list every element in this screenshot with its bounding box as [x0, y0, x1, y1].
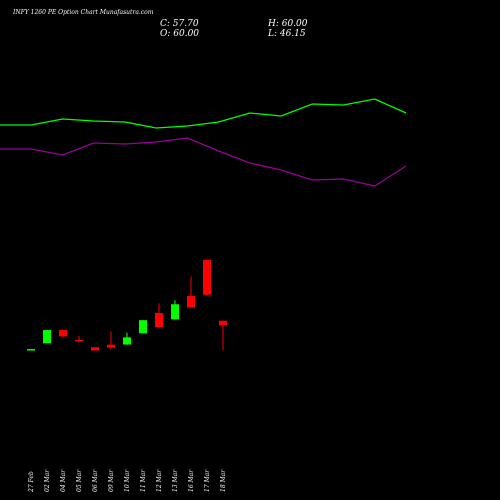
date-tick-label: 11 Mar [140, 469, 147, 492]
candle-body [75, 339, 83, 342]
date-tick-label: 27 Feb [28, 471, 35, 493]
candle-body [155, 313, 163, 327]
date-tick-label: 06 Mar [92, 469, 99, 492]
candle-body [139, 320, 147, 334]
high-readout: H: 60.00 [268, 19, 308, 29]
upper-band-line [0, 98, 407, 129]
candle-body [59, 330, 67, 337]
candle-body [187, 296, 195, 308]
date-tick-label: 10 Mar [124, 469, 131, 492]
date-tick-label: 13 Mar [172, 469, 179, 492]
close-readout: C: 57.70 [160, 19, 199, 29]
candle-body [171, 304, 179, 320]
date-tick-label: 02 Mar [44, 469, 51, 492]
candle-body [27, 349, 35, 351]
lower-band-line [0, 137, 407, 187]
low-readout: L: 46.15 [268, 29, 306, 39]
open-readout: O: 60.00 [160, 29, 200, 39]
candle-body [123, 337, 131, 345]
candle-body [203, 259, 211, 295]
date-tick-label: 17 Mar [204, 469, 211, 492]
candle-body [91, 347, 99, 351]
date-tick-label: 04 Mar [60, 469, 67, 492]
date-tick-label: 05 Mar [76, 469, 83, 492]
date-tick-label: 12 Mar [156, 469, 163, 492]
candle-body [107, 344, 115, 348]
candle-body [43, 330, 51, 344]
candle-body [219, 320, 227, 326]
date-tick-label: 09 Mar [108, 469, 115, 492]
chart-title: INFY 1260 PE Option Chart Munafasutra.co… [13, 9, 154, 16]
date-tick-label: 16 Mar [188, 469, 195, 492]
date-tick-label: 18 Mar [220, 469, 227, 492]
